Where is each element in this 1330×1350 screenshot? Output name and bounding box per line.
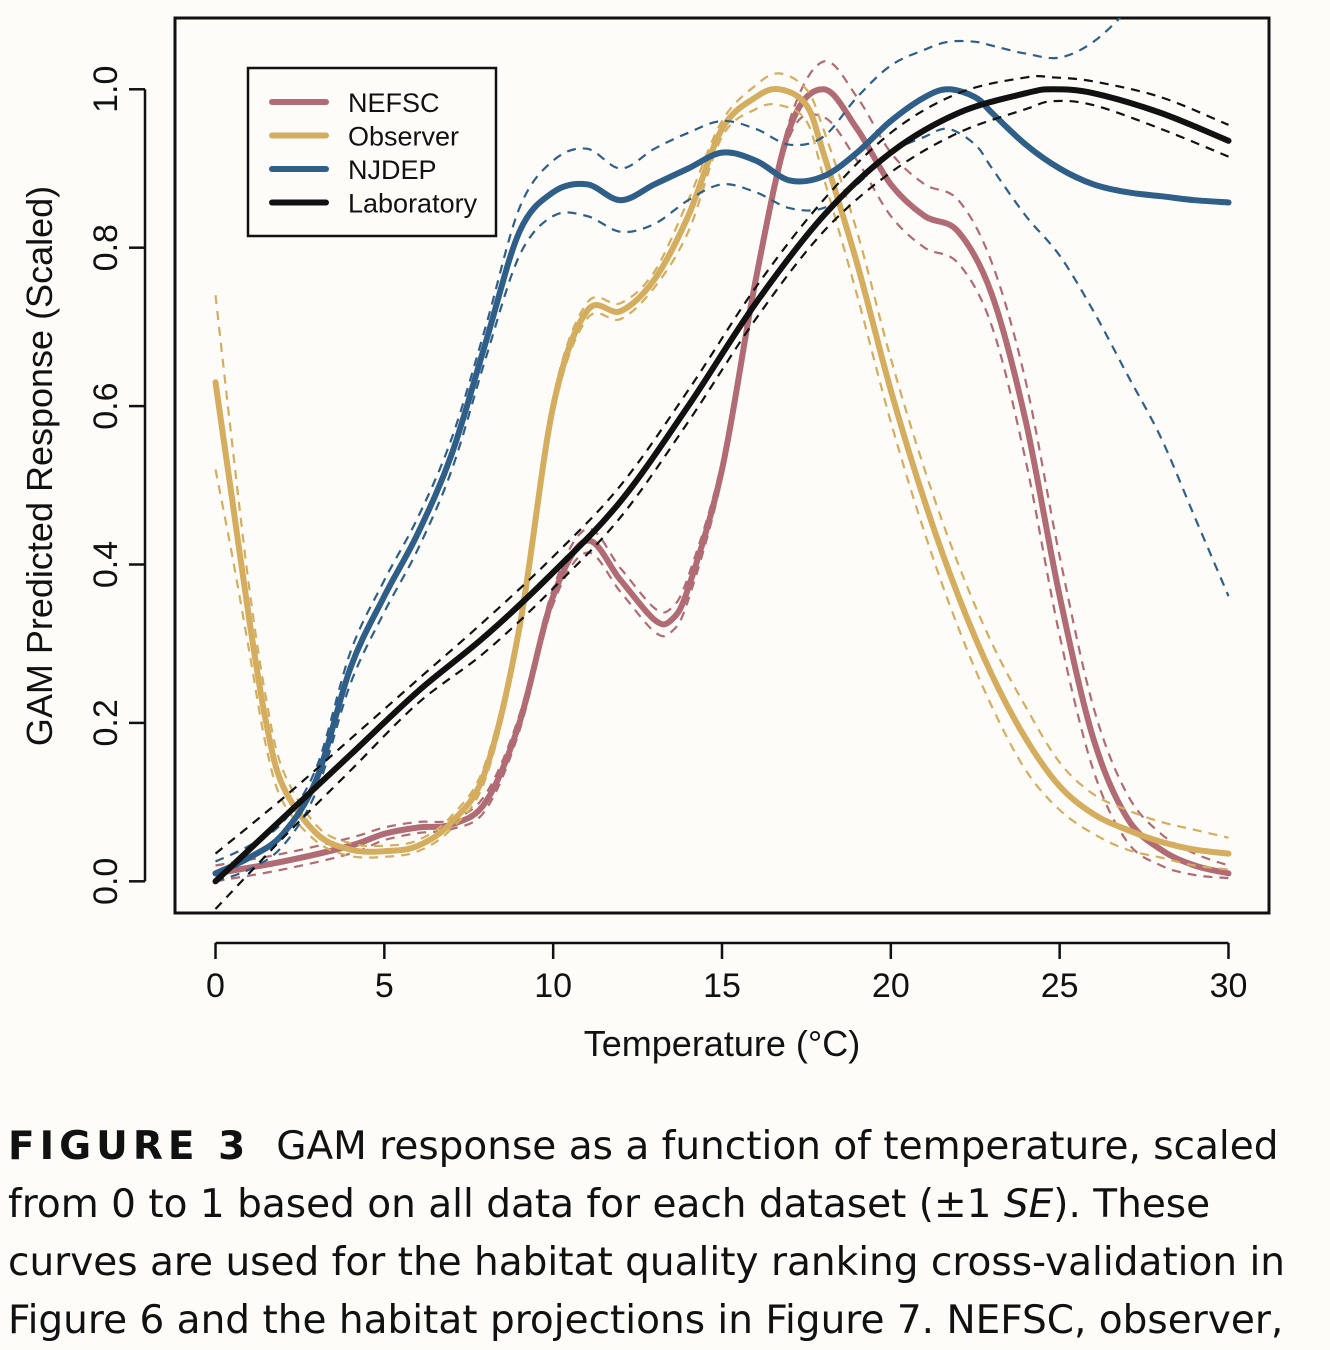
figure-label: FIGURE 3 [8,1124,251,1169]
y-tick-label: 0.6 [87,382,125,429]
legend-box [246,66,498,238]
legend-label-njdep: NJDEP [348,155,437,185]
x-tick-label: 25 [1041,967,1079,1005]
chart: 0 5 10 15 20 25 30 0.0 0.2 0.4 0.6 0.8 1.0 NEFSC Obs… [19,16,1271,1064]
x-tick-label: 10 [534,967,572,1005]
series-layer [212,18,1232,910]
series-observer-line [212,85,1232,857]
series-laboratory-line [212,86,1232,885]
series-laboratory-upper-se [214,74,1229,855]
series-nefsc [212,60,1232,883]
legend-label-nefsc: NEFSC [348,88,440,118]
x-axis: 0 5 10 15 20 25 30 [206,941,1248,1005]
y-axis-label: GAM Predicted Response (Scaled) [19,186,60,746]
caption-text-italic: SE [1003,1182,1054,1227]
series-njdep-upper-se [215,18,1122,863]
y-tick-label: 0.0 [87,858,125,905]
y-tick-label: 0.4 [87,541,125,588]
series-observer-lower-se [214,102,1229,871]
y-axis: 0.0 0.2 0.4 0.6 0.8 1.0 [87,66,147,905]
y-tick-label: 1.0 [87,66,125,113]
y-tick-label: 0.2 [87,699,125,746]
caption-text-part1: GAM response as a function of temperatur… [8,1124,1279,1227]
series-nefsc-line [212,86,1232,877]
x-axis-label: Temperature (°C) [584,1023,860,1064]
series-njdep-line [212,86,1232,877]
series-laboratory [212,74,1232,910]
x-tick-label: 15 [703,967,741,1005]
legend-label-laboratory: Laboratory [348,189,478,219]
x-tick-label: 5 [375,967,394,1005]
x-tick-label: 0 [206,967,225,1005]
legend-label-observer: Observer [348,122,459,152]
x-tick-label: 30 [1210,967,1248,1005]
figure-caption: FIGURE 3 GAM response as a function of te… [8,1118,1308,1350]
y-tick-label: 0.8 [87,224,125,271]
caption-text-part2: ). These curves are used for the habitat… [8,1182,1286,1343]
x-tick-label: 20 [872,967,910,1005]
series-njdep [212,18,1232,883]
